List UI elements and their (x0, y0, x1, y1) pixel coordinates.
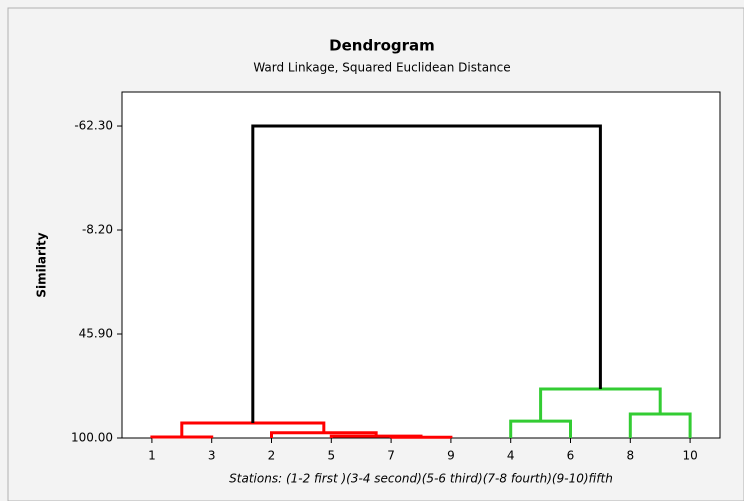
x-tick-label: 8 (626, 449, 634, 463)
dendrogram-link (150, 435, 214, 439)
x-tick-label: 2 (268, 449, 276, 463)
y-tick-label: -62.30 (74, 119, 113, 133)
x-tick-label: 3 (208, 449, 216, 463)
dendrogram-link (251, 124, 602, 424)
x-tick-label: 6 (567, 449, 575, 463)
y-tick-label: -8.20 (82, 223, 113, 237)
dendrogram-link (329, 434, 423, 438)
x-tick-label: 10 (682, 449, 697, 463)
chart-subtitle: Ward Linkage, Squared Euclidean Distance (253, 61, 510, 75)
x-axis-label: Stations: (1-2 first )(3-4 second)(5-6 t… (229, 472, 613, 486)
y-axis-label: Similarity (35, 232, 49, 297)
x-tick-label: 7 (387, 449, 395, 463)
y-tick-label: 100.00 (71, 431, 113, 445)
x-tick-label: 5 (327, 449, 335, 463)
x-tick-label: 9 (447, 449, 455, 463)
y-tick-label: 45.90 (79, 327, 113, 341)
x-tick-label: 1 (148, 449, 156, 463)
plot-area (121, 91, 721, 439)
chart-title: Dendrogram (329, 37, 435, 55)
x-tick-label: 4 (507, 449, 515, 463)
dendrogram-link (180, 421, 326, 438)
